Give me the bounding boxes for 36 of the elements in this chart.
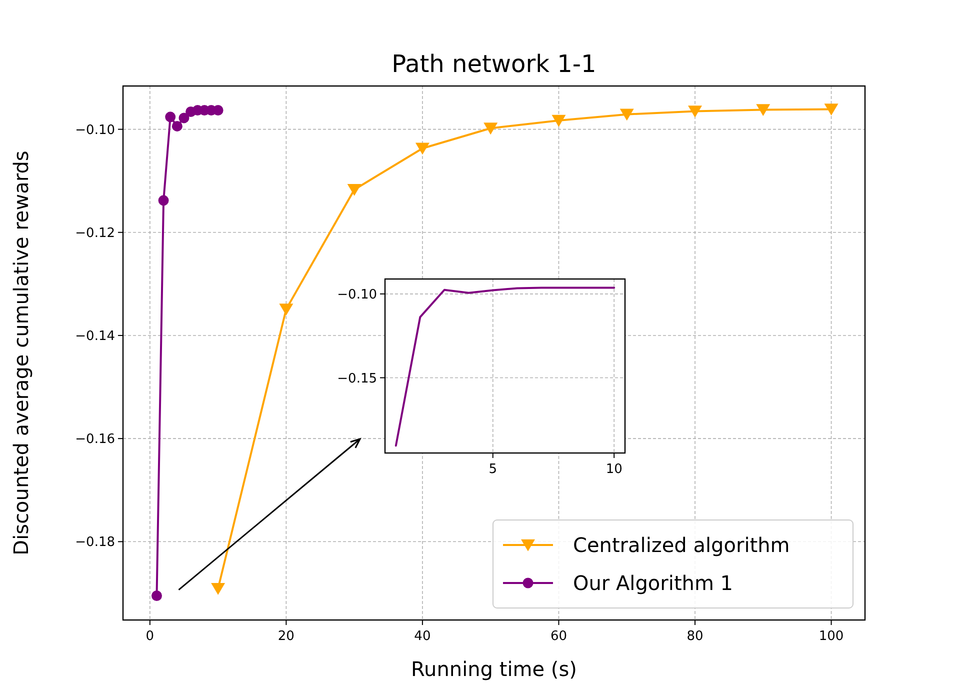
point — [756, 104, 770, 116]
point — [688, 106, 702, 118]
y-tick-label: −0.10 — [75, 122, 115, 138]
y-tick-label: −0.18 — [75, 535, 115, 550]
point — [347, 184, 362, 196]
point — [178, 112, 190, 124]
point — [552, 114, 566, 127]
x-tick-label: 5 — [488, 462, 498, 477]
legend-label: Our Algorithm 1 — [573, 571, 734, 595]
y-tick-label: −0.10 — [337, 287, 377, 302]
y-tick-label: −0.15 — [337, 371, 377, 386]
x-tick-label: 10 — [606, 462, 622, 477]
x-tick-label: 80 — [686, 629, 704, 644]
chart-title: Path network 1-1 — [392, 50, 596, 78]
x-tick-label: 40 — [414, 629, 431, 644]
point — [158, 195, 169, 206]
x-tick-label: 60 — [550, 629, 568, 644]
x-tick-label: 0 — [146, 629, 154, 644]
y-axis-title: Discounted average cumulative rewards — [9, 150, 33, 556]
point — [415, 142, 430, 155]
point — [620, 108, 634, 121]
point — [211, 582, 226, 595]
y-tick-label: −0.12 — [75, 226, 115, 241]
legend-label: Centralized algorithm — [573, 533, 790, 557]
x-axis-title: Running time (s) — [411, 657, 577, 681]
point — [172, 120, 182, 132]
point — [279, 304, 294, 316]
point — [484, 122, 498, 135]
point — [165, 112, 176, 122]
y-tick-label: −0.16 — [75, 432, 115, 448]
x-tick-label: 20 — [278, 629, 294, 644]
x-tick-label: 100 — [818, 629, 844, 644]
point — [824, 104, 838, 116]
point — [151, 590, 162, 602]
y-tick-label: −0.14 — [75, 329, 115, 344]
line-series — [394, 286, 616, 447]
